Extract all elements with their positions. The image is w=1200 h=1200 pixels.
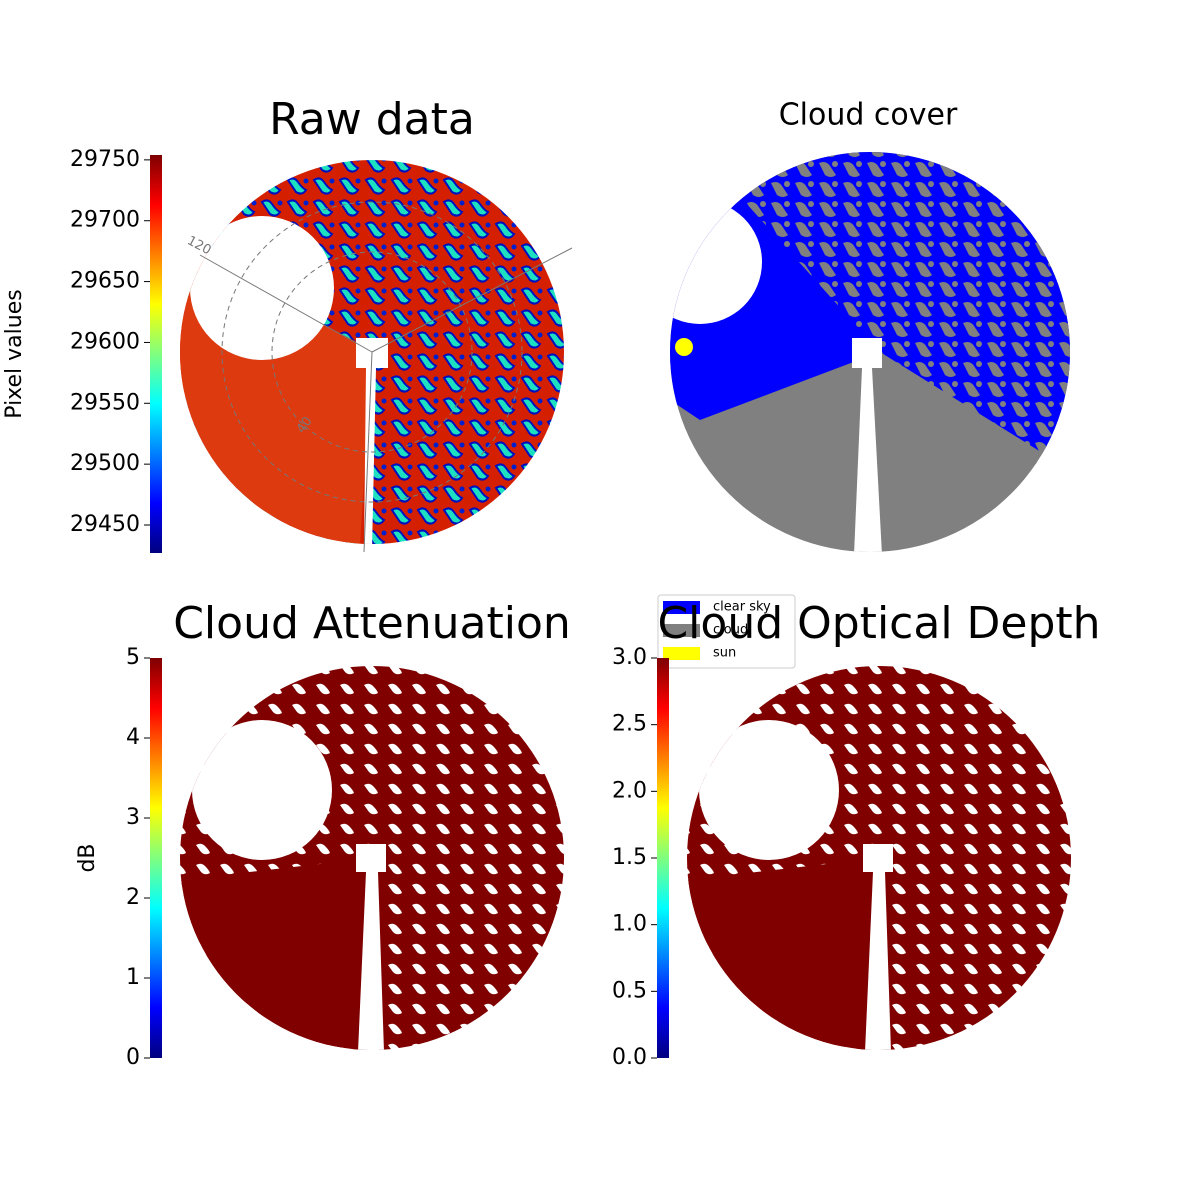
panel-title: Raw data: [269, 94, 475, 145]
colorbar-tick-label: 29650: [70, 269, 140, 294]
colorbar-tick-label: 1.5: [612, 845, 647, 870]
raw-image: [180, 160, 564, 544]
colorbar: [150, 658, 162, 1058]
legend-label: clear sky: [713, 600, 771, 615]
colorbar-tick-label: 3.0: [612, 645, 647, 670]
optical-depth-image: [687, 666, 1071, 1050]
colorbar: [150, 155, 162, 553]
colorbar-tick-label: 29550: [70, 390, 140, 415]
legend-swatch: [663, 624, 700, 637]
colorbar-tick-label: 29450: [70, 512, 140, 537]
colorbar-tick-label: 1.0: [612, 912, 647, 937]
colorbar-label: Pixel values: [2, 289, 27, 418]
colorbar-tick-label: 29600: [70, 329, 140, 354]
cloud-cover-image: [670, 152, 1070, 552]
polar-grid: [199, 201, 573, 553]
legend-swatch: [663, 601, 700, 614]
attenuation-image: [180, 666, 564, 1050]
colorbar-tick-label: 0.0: [612, 1045, 647, 1070]
panel-title: Cloud Optical Depth: [657, 598, 1100, 649]
colorbar-tick-label: 2: [126, 885, 140, 910]
colorbar-tick-label: 3: [126, 805, 140, 830]
sun-marker: [675, 338, 693, 356]
colorbar-tick-label: 29700: [70, 208, 140, 233]
legend-label: cloud: [713, 623, 748, 638]
colorbar: [657, 658, 669, 1058]
colorbar-tick-label: 29500: [70, 451, 140, 476]
panel-title: Cloud Attenuation: [173, 598, 571, 649]
panel-title: Cloud cover: [779, 98, 958, 133]
colorbar-tick-label: 0.5: [612, 978, 647, 1003]
colorbar-tick-label: 2.0: [612, 778, 647, 803]
colorbar-tick-label: 2.5: [612, 712, 647, 737]
colorbar-tick-label: 0: [126, 1045, 140, 1070]
colorbar-tick-label: 1: [126, 965, 140, 990]
legend-label: sun: [713, 646, 736, 661]
colorbar-tick-label: 5: [126, 645, 140, 670]
colorbar-label: dB: [75, 843, 100, 872]
colorbar-tick-label: 29750: [70, 147, 140, 172]
colorbar-tick-label: 4: [126, 725, 140, 750]
legend-swatch: [663, 647, 700, 660]
